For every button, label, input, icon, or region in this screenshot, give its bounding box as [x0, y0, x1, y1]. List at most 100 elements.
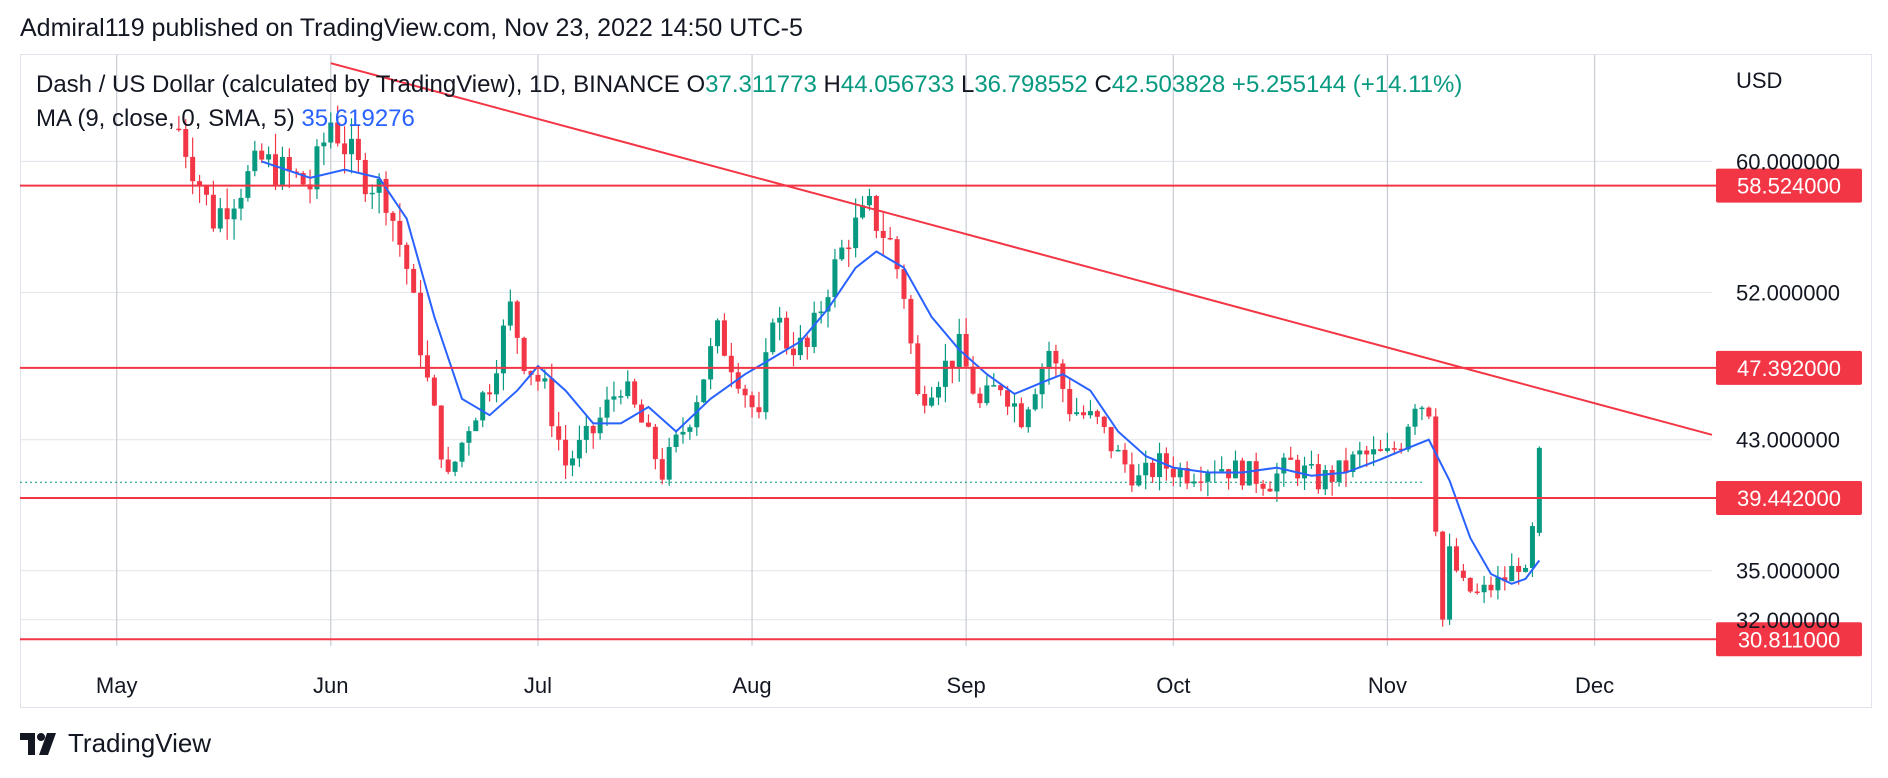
candle-body [569, 458, 575, 466]
candle [1474, 583, 1480, 595]
candle-body [749, 395, 755, 408]
candle [936, 381, 942, 406]
price-level-label: 47.392000 [1737, 356, 1841, 381]
candle [1205, 469, 1211, 497]
candle [1046, 341, 1052, 385]
tradingview-brand[interactable]: TradingView [20, 728, 211, 759]
candle [1011, 394, 1017, 423]
candle-body [431, 377, 437, 406]
candle [438, 405, 444, 468]
candle-body [687, 427, 693, 432]
candle-body [590, 425, 596, 434]
candle-body [1329, 470, 1335, 482]
candle-body [404, 244, 410, 269]
candle-body [708, 346, 714, 380]
x-tick-label: Sep [947, 673, 986, 698]
candle [1364, 445, 1370, 467]
candle-body [777, 317, 783, 323]
candle [915, 335, 921, 396]
candle-body [1067, 388, 1073, 415]
candle [880, 210, 886, 255]
candle-body [1143, 462, 1149, 476]
candle-body [1074, 412, 1080, 415]
candle [894, 236, 900, 279]
candle-body [1460, 570, 1466, 578]
candle [949, 360, 955, 384]
candle [494, 359, 500, 403]
candle [618, 389, 624, 405]
candle [860, 196, 866, 220]
candle-body [1184, 467, 1190, 484]
candle-body [1018, 403, 1024, 428]
x-tick-label: Aug [732, 673, 771, 698]
candle [728, 342, 734, 388]
candle [853, 198, 859, 258]
candle-body [797, 337, 803, 356]
candle [1129, 452, 1135, 492]
candle [652, 423, 658, 470]
candle-body [1378, 449, 1384, 451]
candle-body [1295, 459, 1301, 479]
candle-body [639, 404, 645, 423]
candle-body [632, 381, 638, 405]
candle-body [1060, 363, 1066, 389]
candle [563, 424, 569, 479]
candle-body [963, 333, 969, 367]
candle [811, 301, 817, 354]
candle [742, 384, 748, 408]
candle-body [1267, 488, 1273, 492]
candle [846, 239, 852, 267]
candle [224, 188, 230, 240]
candle-body [873, 196, 879, 231]
close-value: 42.503828 [1111, 71, 1226, 98]
candle [556, 411, 562, 451]
x-tick-label: Nov [1368, 673, 1407, 698]
candle-body [217, 208, 223, 229]
candle-body [355, 138, 361, 160]
trendline-layer [330, 62, 1713, 436]
candle-body [1122, 449, 1128, 465]
candle-body [652, 426, 658, 460]
candle-body [853, 217, 859, 249]
candle [901, 264, 907, 309]
axis-layer: USD 60.000000 52.000000 43.000000 35.000000… [96, 68, 1840, 698]
candle-body [1364, 450, 1370, 455]
candle [777, 306, 783, 341]
candle [1267, 481, 1273, 492]
candle [1315, 454, 1321, 494]
candle-body [956, 333, 962, 369]
candle [342, 126, 348, 174]
candle-body [1108, 426, 1114, 452]
candle-body [549, 378, 555, 427]
candle [1447, 533, 1453, 625]
candle [721, 313, 727, 357]
candle-body [1198, 481, 1204, 483]
candle-body [500, 325, 506, 374]
candle [818, 301, 824, 324]
candle [487, 384, 493, 402]
candle-body [348, 138, 354, 155]
candle-body [1081, 412, 1087, 416]
candle-body [728, 355, 734, 373]
candle-body [811, 312, 817, 347]
candle [1232, 450, 1238, 479]
candle-body [445, 459, 451, 472]
candle-body [507, 301, 513, 326]
candle [866, 188, 872, 211]
candle-body [942, 360, 948, 387]
candle-body [1412, 408, 1418, 427]
candle [1426, 406, 1432, 420]
candle-body [1025, 409, 1031, 428]
candle-body [756, 407, 762, 413]
candle [203, 184, 209, 206]
candle-body [362, 159, 368, 195]
candle-body [321, 142, 327, 147]
candle [569, 450, 575, 477]
ma-value: 35.619276 [301, 105, 415, 132]
y-tick-label: 43.000000 [1736, 428, 1840, 453]
candle-body [1357, 450, 1363, 455]
candle-body [411, 268, 417, 293]
candle-body [1205, 473, 1211, 482]
candle-body [1219, 469, 1225, 472]
